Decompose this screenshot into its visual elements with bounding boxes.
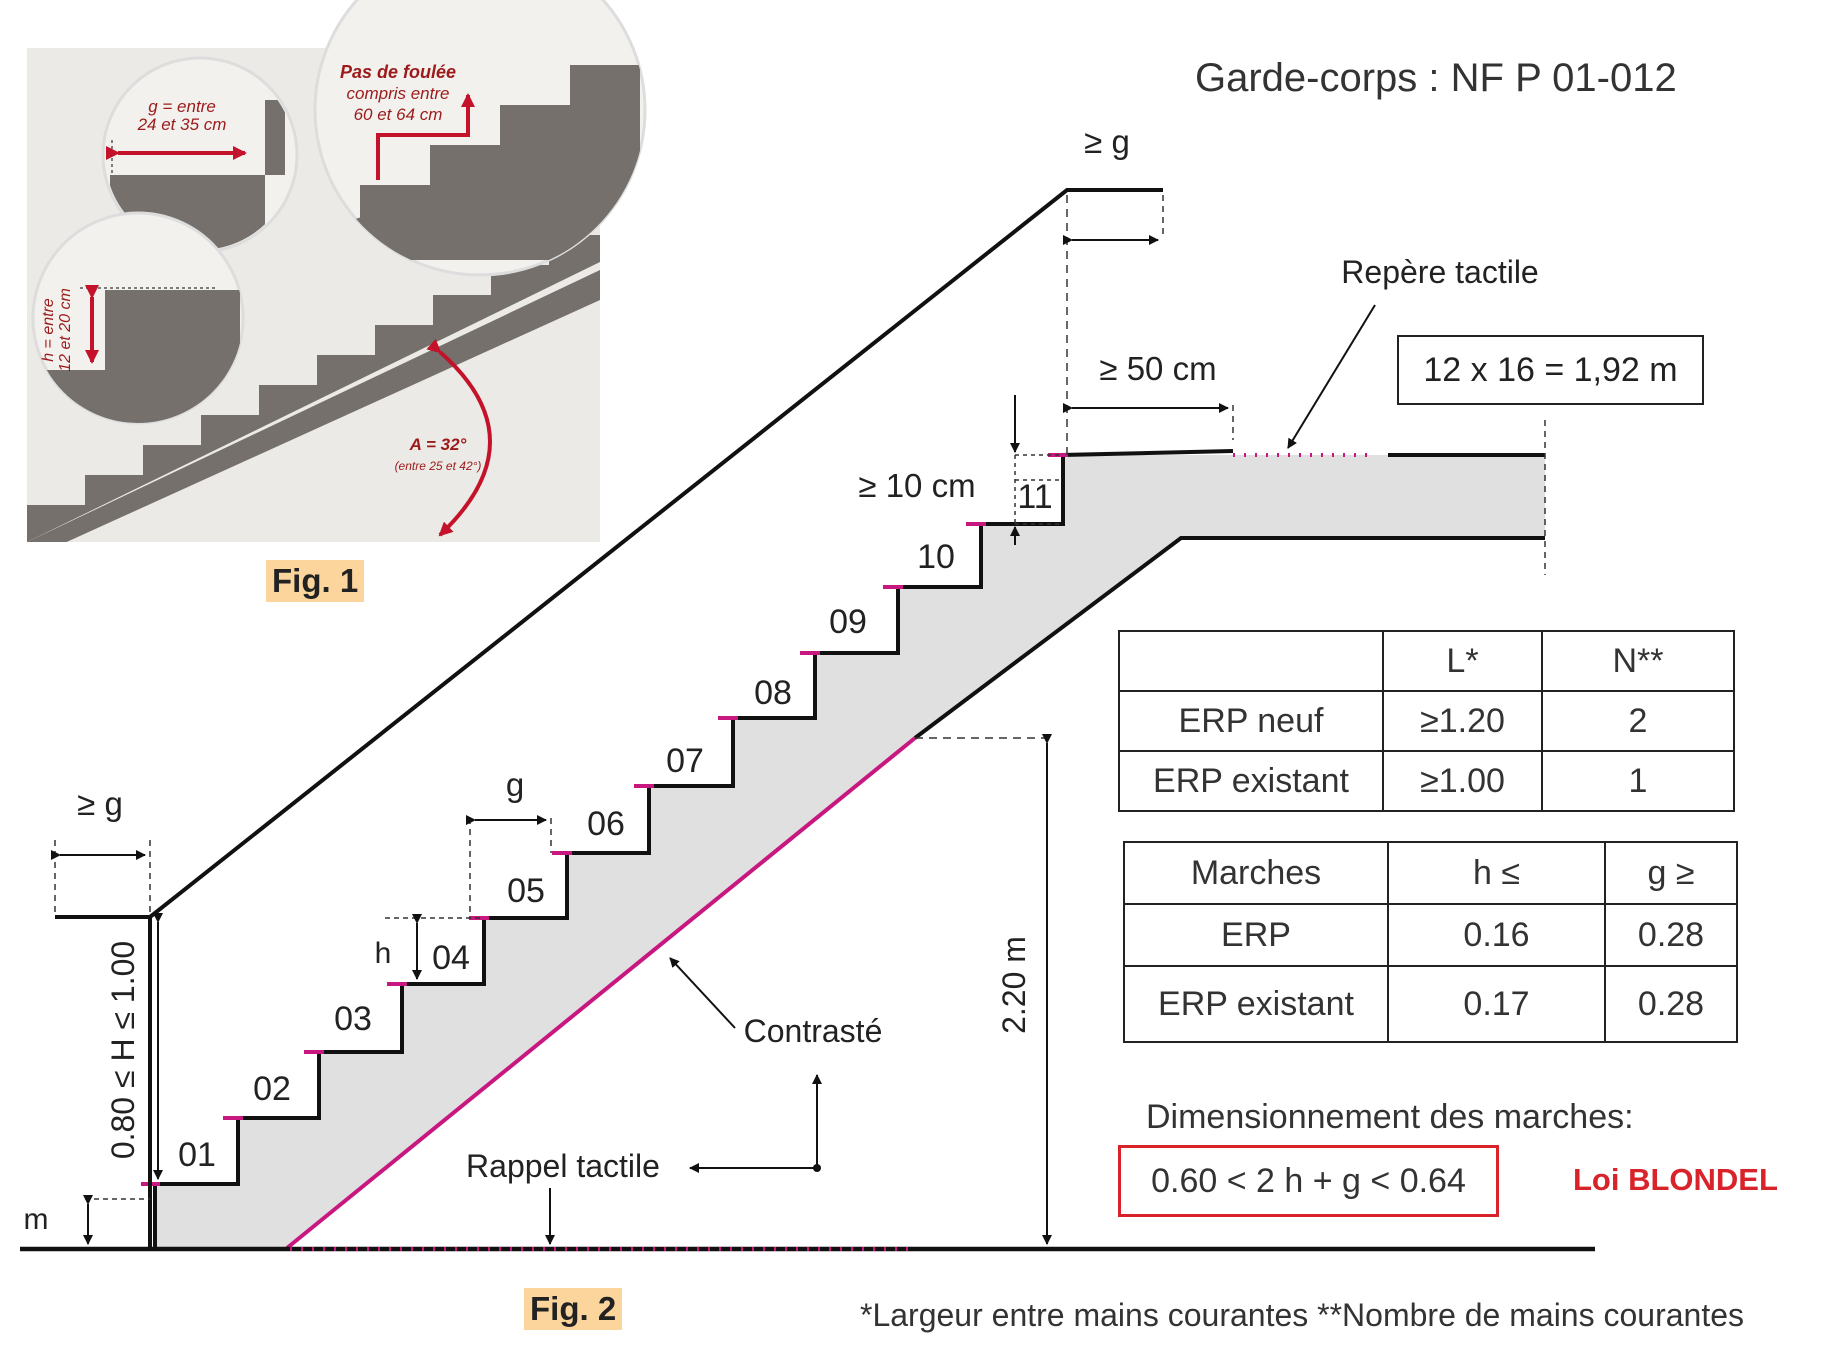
label-ge-g-top: ≥ g bbox=[1084, 123, 1130, 160]
table-cell: ≥1.20 bbox=[1382, 690, 1543, 752]
label-H-range: 0.80 ≤ H ≤ 1.00 bbox=[105, 941, 141, 1159]
handrail bbox=[55, 188, 1163, 919]
table-cell: 0.28 bbox=[1604, 903, 1738, 967]
table-cell: ERP neuf bbox=[1118, 690, 1384, 752]
landing-size-box: 12 x 16 = 1,92 m bbox=[1397, 335, 1704, 405]
table-cell: 0.17 bbox=[1387, 965, 1606, 1043]
table-header-cell: h ≤ bbox=[1387, 841, 1606, 905]
nosing-marks bbox=[141, 453, 1068, 1186]
blondel-title: Dimensionnement des marches: bbox=[1146, 1098, 1634, 1136]
fig1-pas-text-2: compris entre bbox=[347, 84, 450, 103]
fig1-pas-text-1: Pas de foulée bbox=[340, 62, 456, 82]
table-header-cell bbox=[1118, 630, 1384, 692]
table-cell: 2 bbox=[1541, 690, 1735, 752]
fig1-a-text-2: (entre 25 et 42°) bbox=[395, 459, 482, 473]
step-label-06: 06 bbox=[587, 805, 625, 843]
table-cell: 0.28 bbox=[1604, 965, 1738, 1043]
steps-table: Marches h ≤ g ≥ ERP 0.16 0.28 ERP exista… bbox=[1123, 841, 1738, 1043]
table-header-row: Marches h ≤ g ≥ bbox=[1123, 841, 1738, 905]
handrail-table: L* N** ERP neuf ≥1.20 2 ERP existant ≥1.… bbox=[1118, 630, 1735, 812]
step-label-09: 09 bbox=[829, 603, 867, 641]
table-cell: ERP existant bbox=[1123, 965, 1389, 1043]
blondel-law-label: Loi BLONDEL bbox=[1573, 1162, 1778, 1197]
table-cell: ERP existant bbox=[1118, 750, 1384, 812]
fig1-illustration: g = entre 24 et 35 cm Pas de foulée comp… bbox=[27, 0, 647, 542]
step-label-03: 03 bbox=[334, 1000, 372, 1038]
table-cell: 1 bbox=[1541, 750, 1735, 812]
table-cell: ≥1.00 bbox=[1382, 750, 1543, 812]
label-contraste: Contrasté bbox=[744, 1013, 883, 1049]
table-header-cell: Marches bbox=[1123, 841, 1389, 905]
fig2-label: Fig. 2 bbox=[524, 1288, 623, 1330]
table-header-cell: g ≥ bbox=[1604, 841, 1738, 905]
table-cell: ERP bbox=[1123, 903, 1389, 967]
fig1-h-text-1: h = entre bbox=[40, 298, 57, 362]
step-label-05: 05 bbox=[507, 872, 545, 910]
fig2-stair-diagram: ≥ g ≥ 50 cm ≥ 10 cm 01 02 03 04 05 06 07… bbox=[20, 123, 1595, 1252]
fig1-stair-silhouette bbox=[27, 218, 600, 542]
table-row: ERP 0.16 0.28 bbox=[1123, 903, 1738, 967]
label-rappel-tactile: Rappel tactile bbox=[466, 1148, 660, 1184]
step-label-02: 02 bbox=[253, 1070, 291, 1108]
step-label-10: 10 bbox=[917, 538, 955, 576]
table-header-cell: N** bbox=[1541, 630, 1735, 692]
blondel-formula: 0.60 < 2 h + g < 0.64 bbox=[1118, 1145, 1499, 1217]
table-row: ERP neuf ≥1.20 2 bbox=[1118, 690, 1735, 752]
table-cell: 0.16 bbox=[1387, 903, 1606, 967]
fig1-label: Fig. 1 bbox=[266, 560, 365, 602]
fig1-g-text-2: 24 et 35 cm bbox=[137, 115, 227, 134]
table-header-row: L* N** bbox=[1118, 630, 1735, 692]
table-row: ERP existant 0.17 0.28 bbox=[1123, 965, 1738, 1043]
fig1-g-text-1: g = entre bbox=[148, 97, 216, 116]
footnote: *Largeur entre mains courantes **Nombre … bbox=[860, 1297, 1745, 1333]
label-repere-tactile: Repère tactile bbox=[1341, 254, 1538, 290]
fig1-a-text-1: A = 32° bbox=[409, 435, 467, 454]
label-g: g bbox=[506, 766, 524, 803]
step-label-08: 08 bbox=[754, 674, 792, 712]
step-label-11: 11 bbox=[1017, 478, 1052, 516]
fig1-pas-text-3: 60 et 64 cm bbox=[354, 105, 443, 124]
stair-steps-outline bbox=[153, 449, 1234, 1248]
contrast-line bbox=[285, 736, 917, 1250]
label-ge-10cm: ≥ 10 cm bbox=[858, 467, 975, 504]
label-h: h bbox=[375, 937, 392, 970]
fig1-h-text-2: 12 et 20 cm bbox=[57, 288, 74, 372]
table-header-cell: L* bbox=[1382, 630, 1543, 692]
stair-body bbox=[155, 455, 1545, 1248]
step-label-04: 04 bbox=[432, 939, 470, 977]
label-ge-g-left: ≥ g bbox=[77, 785, 123, 822]
page-title: Garde-corps : NF P 01-012 bbox=[1195, 56, 1677, 100]
label-ge-50cm: ≥ 50 cm bbox=[1099, 350, 1216, 387]
table-row: ERP existant ≥1.00 1 bbox=[1118, 750, 1735, 812]
step-label-01: 01 bbox=[178, 1136, 216, 1174]
label-m: m bbox=[24, 1203, 49, 1236]
label-2-20m: 2.20 m bbox=[996, 936, 1032, 1034]
step-label-07: 07 bbox=[666, 742, 704, 780]
